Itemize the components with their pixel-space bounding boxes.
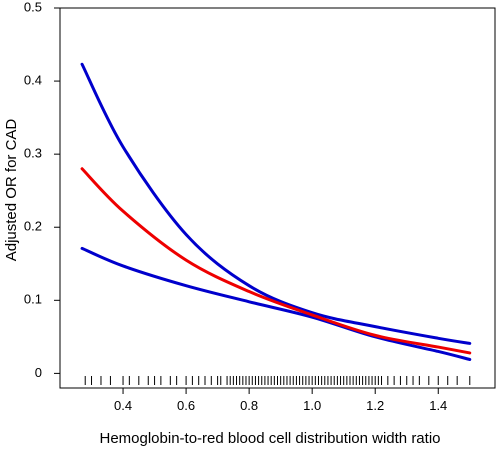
y-tick-label: 0 <box>35 365 42 380</box>
x-tick-label: 1.0 <box>303 398 321 413</box>
x-tick-label: 0.4 <box>114 398 132 413</box>
y-tick-label: 0.4 <box>24 73 42 88</box>
y-axis: 0 0.1 0.2 0.3 0.4 0.5 <box>24 0 60 380</box>
line-estimate <box>80 167 472 355</box>
series-lines <box>80 62 472 361</box>
x-tick-label: 1.2 <box>366 398 384 413</box>
y-tick-label: 0.1 <box>24 292 42 307</box>
y-axis-title: Adjusted OR for CAD <box>3 119 20 262</box>
x-tick-label: 0.8 <box>240 398 258 413</box>
x-tick-label: 1.4 <box>429 398 447 413</box>
rug-plot <box>84 376 471 385</box>
x-axis-title: Hemoglobin-to-red blood cell distributio… <box>99 430 440 447</box>
y-tick-label: 0.3 <box>24 146 42 161</box>
y-tick-label: 0.2 <box>24 219 42 234</box>
plot-frame <box>59 7 496 389</box>
x-tick-label: 0.6 <box>177 398 195 413</box>
line-ci-lower <box>80 246 472 361</box>
y-tick-label: 0.5 <box>24 0 42 14</box>
line-ci-upper <box>80 62 472 345</box>
x-axis: 0.4 0.6 0.8 1.0 1.2 1.4 <box>114 388 447 413</box>
